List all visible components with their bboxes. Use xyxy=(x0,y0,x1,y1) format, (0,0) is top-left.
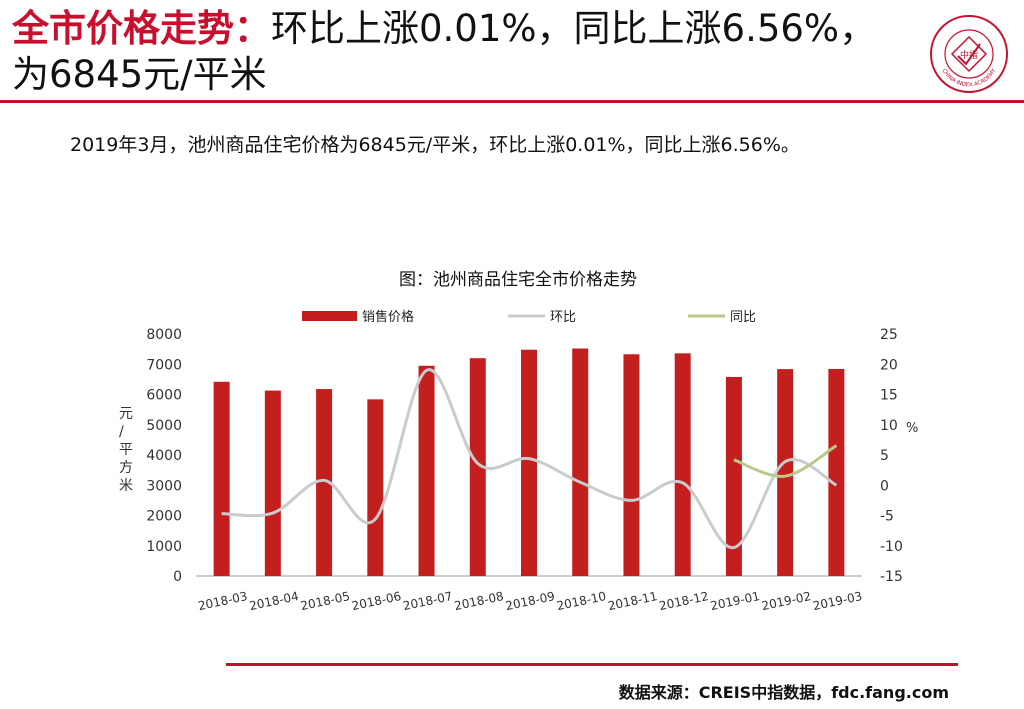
x-tick-label: 2018-12 xyxy=(658,589,710,613)
price-bar xyxy=(777,369,794,576)
price-bar xyxy=(418,365,435,576)
x-tick-label: 2018-04 xyxy=(248,589,300,613)
y-left-tick-label: 0 xyxy=(173,569,182,585)
price-bar xyxy=(367,399,384,576)
y-right-tick-label: 10 xyxy=(880,418,898,434)
price-bar xyxy=(623,354,640,576)
china-index-academy-logo: 中指 CHINA INDEX ACADEMY xyxy=(924,12,1014,96)
summary-text: 2019年3月，池州商品住宅价格为6845元/平米，环比上涨0.01%，同比上涨… xyxy=(70,134,800,156)
price-bar xyxy=(316,389,333,576)
x-tick-label: 2018-08 xyxy=(453,589,505,613)
y-left-tick-label: 6000 xyxy=(146,388,182,404)
price-bar xyxy=(469,358,486,576)
price-bar xyxy=(725,376,742,576)
legend-label-price: 销售价格 xyxy=(362,309,414,325)
title-highlight: 全市价格走势： xyxy=(12,7,271,50)
y-right-tick-label: 0 xyxy=(880,478,889,494)
y-left-tick-label: 4000 xyxy=(146,448,182,464)
chart-title: 图：池州商品住宅全市价格走势 xyxy=(399,270,637,290)
y-left-tick-label: 5000 xyxy=(146,418,182,434)
mom-line xyxy=(221,368,838,550)
page-title: 全市价格走势：环比上涨0.01%，同比上涨6.56%，为6845元/平米 xyxy=(12,6,892,98)
legend-swatch-price xyxy=(302,311,357,321)
x-tick-label: 2018-03 xyxy=(197,589,249,613)
footer-divider xyxy=(226,663,958,666)
x-tick-label: 2018-05 xyxy=(299,589,351,613)
x-tick-label: 2019-03 xyxy=(812,589,864,613)
y-right-tick-label: 5 xyxy=(880,448,889,464)
logo-center-text: 中指 xyxy=(960,49,978,61)
x-tick-label: 2018-09 xyxy=(504,589,556,613)
y-left-tick-label: 2000 xyxy=(146,509,182,525)
y-right-tick-label: 20 xyxy=(880,357,898,373)
bar-series xyxy=(213,348,845,576)
x-tick-label: 2018-07 xyxy=(402,589,454,613)
y-right-tick-label: -5 xyxy=(880,509,894,525)
price-bar xyxy=(521,349,537,576)
price-trend-chart: 图：池州商品住宅全市价格走势 销售价格 环比 同比 0 1000 2000 3000 4… xyxy=(0,260,1024,620)
y-right-tick-label: -15 xyxy=(880,569,903,585)
price-bar xyxy=(572,348,589,576)
x-tick-label: 2018-10 xyxy=(555,589,607,613)
price-bar xyxy=(828,368,845,576)
price-bar xyxy=(213,381,230,576)
y-right-tick-label: 25 xyxy=(880,327,898,343)
line-series xyxy=(221,368,838,550)
x-tick-label: 2018-11 xyxy=(607,589,659,613)
yoy-line xyxy=(733,444,838,478)
y-left-tick-label: 7000 xyxy=(146,357,182,373)
price-bar xyxy=(264,390,281,576)
x-tick-label: 2018-06 xyxy=(350,589,402,613)
chart-legend: 销售价格 环比 同比 xyxy=(302,309,756,325)
y-left-tick-label: 8000 xyxy=(146,327,182,343)
y-right-tick-label: 15 xyxy=(880,388,898,404)
y-axis-left-label: 元/平方米 xyxy=(119,406,133,494)
x-tick-label: 2019-01 xyxy=(709,589,761,613)
data-source: 数据来源：CREIS中指数据，fdc.fang.com xyxy=(618,683,949,702)
x-tick-label: 2019-02 xyxy=(760,589,812,613)
y-left-tick-label: 1000 xyxy=(146,539,182,555)
legend-label-yoy: 同比 xyxy=(730,310,756,325)
legend-label-mom: 环比 xyxy=(550,310,576,325)
y-axis-right-label: % xyxy=(906,421,918,436)
title-divider xyxy=(0,100,1024,103)
price-bar xyxy=(674,353,691,576)
title-rest: 环比上涨0.01%，同比上涨6.56%，为6845元/平米 xyxy=(12,7,877,96)
y-right-tick-label: -10 xyxy=(880,539,903,555)
y-left-tick-label: 3000 xyxy=(146,478,182,494)
